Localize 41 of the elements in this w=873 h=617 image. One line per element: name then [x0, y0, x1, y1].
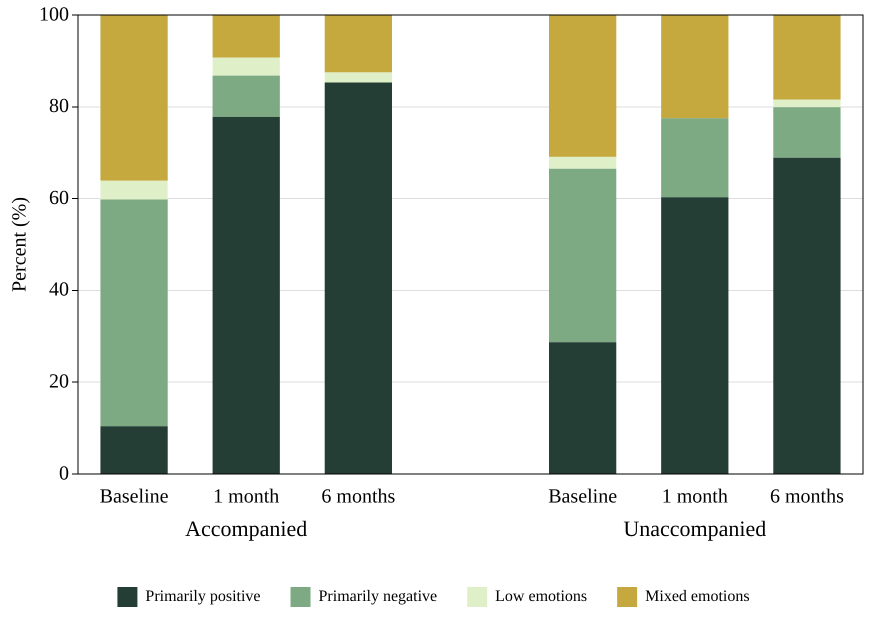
bar [212, 116, 280, 474]
bar [324, 15, 392, 72]
bar [100, 200, 168, 426]
legend-label: Mixed emotions [645, 588, 750, 606]
y-tick-label: 60 [49, 186, 69, 209]
bar [324, 72, 392, 82]
bar [324, 82, 392, 474]
y-tick-label: 80 [49, 95, 69, 118]
bar [549, 156, 616, 169]
bar [661, 197, 728, 474]
y-tick-label: 40 [49, 278, 69, 301]
x-tick-label: 6 months [321, 485, 396, 508]
bar [549, 342, 616, 474]
bar [100, 426, 168, 474]
y-tick-label: 0 [59, 462, 69, 484]
y-tick-label: 20 [49, 370, 69, 392]
bar [212, 76, 280, 117]
x-tick-label: Baseline [548, 485, 618, 508]
text: Unaccompanied [623, 516, 766, 541]
bar [661, 118, 728, 198]
y-axis-title: Percent (%) [8, 197, 30, 292]
legend-label: Primarily negative [318, 588, 438, 606]
x-tick-label: 1 month [213, 485, 280, 508]
y-tick-label: 100 [39, 3, 69, 26]
bar [212, 58, 280, 76]
legend-label: Low emotions [495, 588, 588, 606]
bar [773, 158, 841, 474]
bar [773, 99, 841, 108]
x-tick-label: 6 months [770, 485, 844, 508]
bar [773, 15, 841, 100]
bar [549, 15, 616, 157]
bar [100, 180, 168, 200]
x-tick-label: 1 month [662, 485, 728, 508]
legend-label: Primarily positive [145, 588, 261, 606]
bar [212, 15, 280, 58]
text: Accompanied [185, 516, 308, 541]
bar [100, 15, 168, 181]
bar [773, 107, 841, 158]
bar [549, 168, 616, 342]
x-tick-label: Baseline [100, 485, 169, 508]
bar [661, 15, 728, 118]
